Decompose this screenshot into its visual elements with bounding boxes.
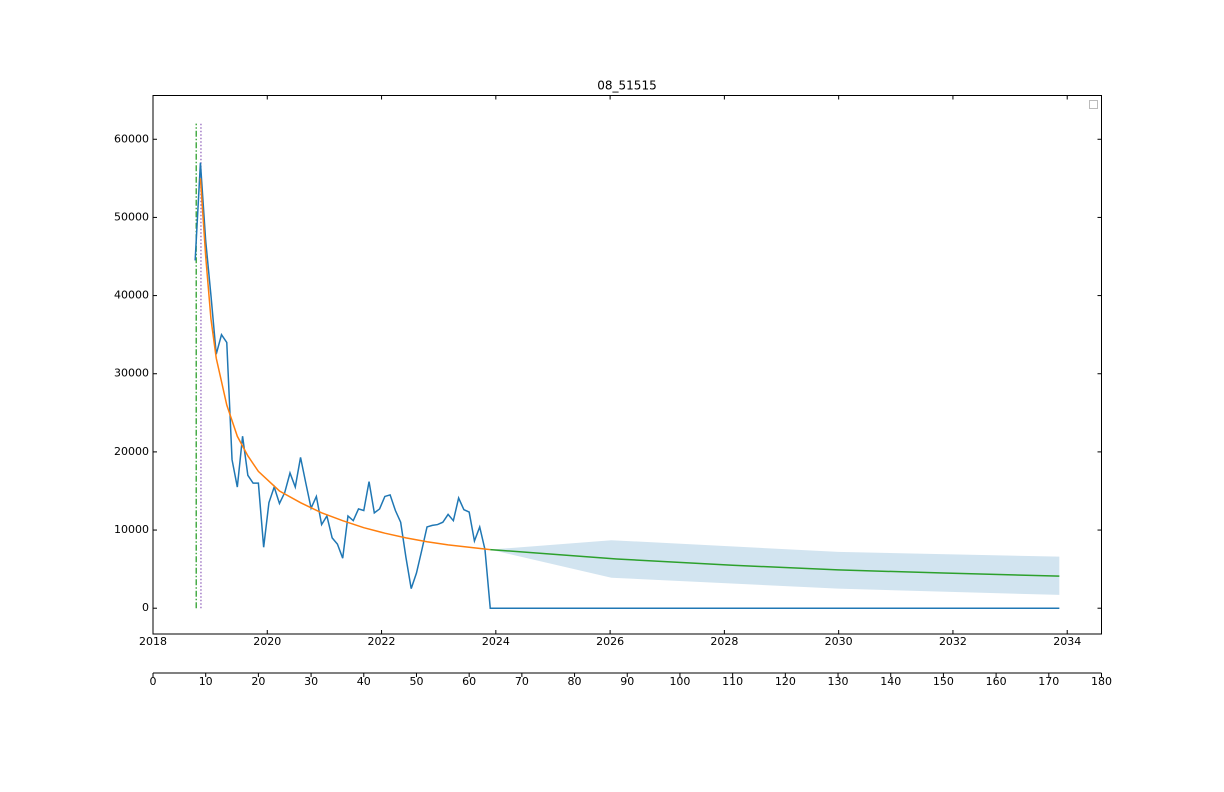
- data-line: [194, 162, 1060, 609]
- x-tick-label: 70: [515, 675, 529, 688]
- y-tick-label: 60000: [114, 132, 149, 145]
- date-tick-label: 2020: [253, 635, 281, 648]
- x-tick-label: 130: [828, 675, 849, 688]
- date-tick-label: 2030: [825, 635, 853, 648]
- date-tick-label: 2028: [710, 635, 738, 648]
- date-tick-label: 2026: [596, 635, 624, 648]
- y-tick-label: 40000: [114, 289, 149, 302]
- x-tick-label: 40: [357, 675, 371, 688]
- x-tick-label: 170: [1038, 675, 1059, 688]
- data-line: [199, 178, 491, 551]
- date-tick-label: 2022: [368, 635, 396, 648]
- plot-frame: [152, 95, 1102, 635]
- date-tick-label: 2034: [1053, 635, 1081, 648]
- x-tick-label: 180: [1091, 675, 1112, 688]
- date-tick-label: 2024: [482, 635, 510, 648]
- y-tick-label: 10000: [114, 523, 149, 536]
- date-tick-label: 2018: [139, 635, 167, 648]
- date-tick-label: 2032: [939, 635, 967, 648]
- x-tick-label: 60: [462, 675, 476, 688]
- y-tick-label: 20000: [114, 445, 149, 458]
- data-line: [490, 548, 1060, 577]
- x-tick-label: 160: [986, 675, 1007, 688]
- x-tick-label: 80: [568, 675, 582, 688]
- chart-title: 08_51515: [597, 79, 656, 93]
- x-tick-label: 140: [880, 675, 901, 688]
- x-tick-label: 30: [304, 675, 318, 688]
- x-tick-label: 50: [409, 675, 423, 688]
- y-tick-label: 0: [142, 601, 149, 614]
- x-tick-label: 150: [933, 675, 954, 688]
- x-tick-label: 120: [775, 675, 796, 688]
- x-tick-label: 10: [199, 675, 213, 688]
- y-tick-label: 50000: [114, 210, 149, 223]
- y-tick-label: 30000: [114, 367, 149, 380]
- x-tick-label: 20: [251, 675, 265, 688]
- legend: [1089, 100, 1098, 109]
- x-tick-label: 100: [669, 675, 690, 688]
- x-tick-label: 110: [722, 675, 743, 688]
- x-tick-label: 90: [620, 675, 634, 688]
- x-tick-label: 0: [150, 675, 157, 688]
